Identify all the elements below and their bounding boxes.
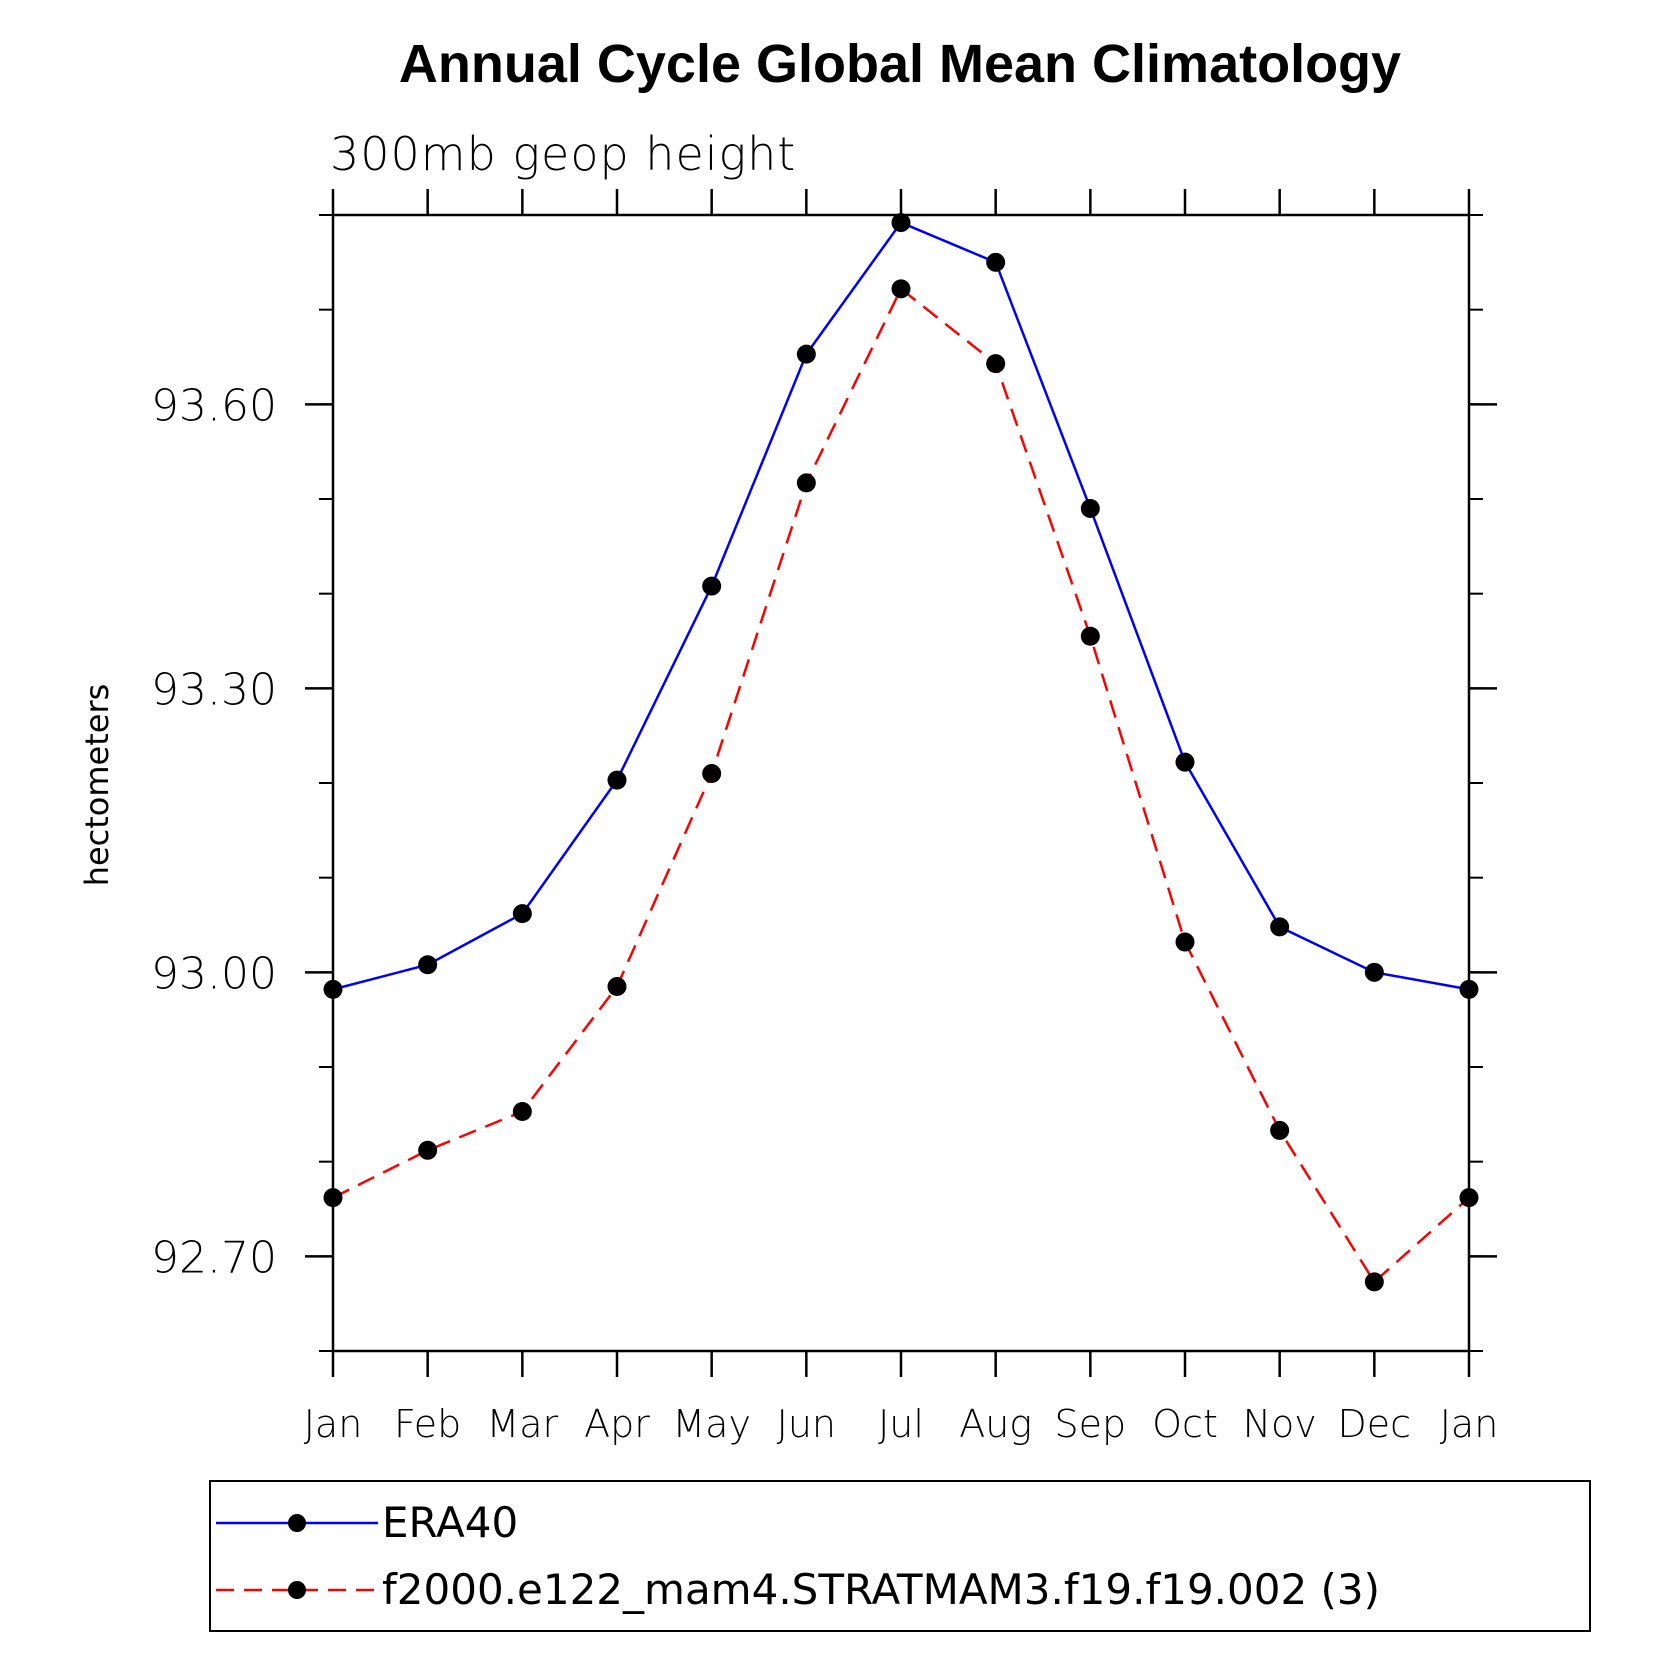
data-point-series-1 xyxy=(418,1140,438,1160)
x-tick-label: Sep xyxy=(1055,1402,1127,1446)
x-tick-label: Oct xyxy=(1152,1402,1218,1446)
data-point-series-1 xyxy=(1459,1188,1479,1208)
series-line-1 xyxy=(332,286,1470,1284)
x-tick-label: Dec xyxy=(1338,1402,1412,1446)
series-layer xyxy=(323,213,1479,1292)
legend-label-era40: ERA40 xyxy=(382,1498,518,1547)
data-point-series-0 xyxy=(1175,752,1195,772)
x-tick-label: Jan xyxy=(1440,1402,1499,1446)
x-tick-label: Aug xyxy=(959,1402,1032,1446)
series-line-0 xyxy=(332,221,1470,991)
x-tick-label: Apr xyxy=(584,1402,650,1446)
data-point-series-1 xyxy=(1270,1120,1290,1140)
legend-box xyxy=(209,1480,1591,1632)
chart-title: Annual Cycle Global Mean Climatology xyxy=(399,34,1401,94)
x-tick-label: Mar xyxy=(486,1402,558,1446)
y-axis-label: hectometers xyxy=(78,684,116,887)
data-point-series-0 xyxy=(323,979,343,999)
data-point-series-1 xyxy=(1080,626,1100,646)
legend-label-model: f2000.e122_mam4.STRATMAM3.f19.f19.002 (3… xyxy=(382,1565,1380,1614)
chart-subtitle: 300mb geop height xyxy=(330,127,796,181)
data-point-series-0 xyxy=(1270,917,1290,937)
y-tick-label: 93.30 xyxy=(151,664,277,715)
data-point-series-1 xyxy=(891,279,911,299)
x-tick-label: Jun xyxy=(777,1402,836,1446)
data-point-series-1 xyxy=(986,354,1006,374)
y-tick-label: 93.00 xyxy=(151,948,277,999)
data-point-series-1 xyxy=(512,1101,532,1121)
data-point-series-0 xyxy=(796,344,816,364)
x-tick-label: Jan xyxy=(304,1402,363,1446)
data-point-series-0 xyxy=(418,955,438,975)
x-tick-label: Jul xyxy=(878,1402,924,1446)
legend-marker-model xyxy=(288,1581,306,1599)
x-tick-label: May xyxy=(672,1402,751,1446)
data-point-series-0 xyxy=(986,252,1006,272)
data-point-series-1 xyxy=(702,764,722,784)
legend-marker-era40 xyxy=(288,1514,306,1532)
data-point-series-1 xyxy=(1364,1272,1384,1292)
data-point-series-0 xyxy=(1080,498,1100,518)
data-point-series-0 xyxy=(512,904,532,924)
legend: ERA40 f2000.e122_mam4.STRATMAM3.f19.f19.… xyxy=(209,1480,1591,1632)
x-tick-label: Nov xyxy=(1243,1402,1317,1446)
y-tick-label: 92.70 xyxy=(151,1232,277,1283)
data-point-series-0 xyxy=(607,770,627,790)
data-point-series-0 xyxy=(702,576,722,596)
x-tick-label: Feb xyxy=(394,1402,461,1446)
data-point-series-1 xyxy=(607,977,627,997)
data-point-series-0 xyxy=(1459,979,1479,999)
data-point-series-1 xyxy=(796,473,816,493)
plot-frame xyxy=(331,213,1471,1353)
data-point-series-1 xyxy=(323,1188,343,1208)
y-tick-label: 93.60 xyxy=(151,380,277,431)
data-point-series-0 xyxy=(1364,962,1384,982)
axes: Jan Feb Mar Apr May Jun Jul Aug Sep Oct Nov Dec Jan 9… xyxy=(151,189,1498,1446)
data-point-series-1 xyxy=(1175,932,1195,952)
data-point-series-0 xyxy=(891,213,911,233)
